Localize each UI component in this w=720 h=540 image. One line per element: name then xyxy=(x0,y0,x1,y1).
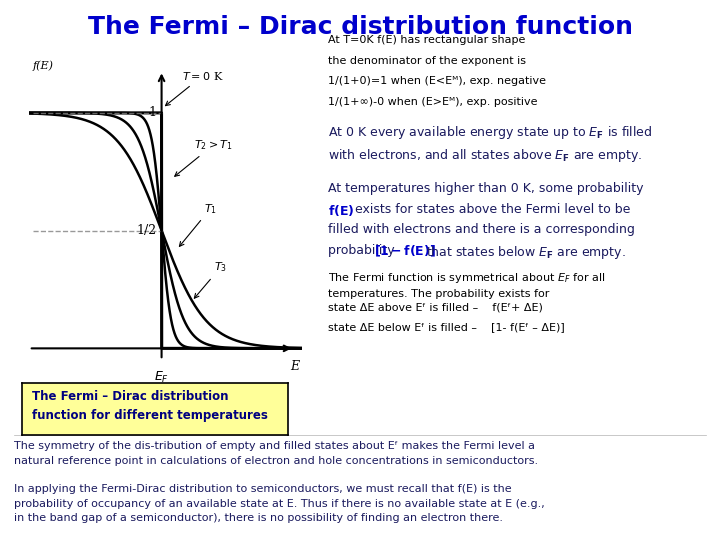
Text: The Fermi function is symmetrical about $\mathit{E}_F$ for all
temperatures. The: The Fermi function is symmetrical about … xyxy=(328,271,605,299)
Text: $T = 0$ K: $T = 0$ K xyxy=(166,70,223,106)
Text: $T_3$: $T_3$ xyxy=(194,261,227,298)
Text: 1/(1+∞)-0 when (E>Eᴹ), exp. positive: 1/(1+∞)-0 when (E>Eᴹ), exp. positive xyxy=(328,97,537,107)
Text: The Fermi – Dirac distribution function: The Fermi – Dirac distribution function xyxy=(88,15,632,39)
Text: $\mathbf{f(E)}$: $\mathbf{f(E)}$ xyxy=(328,202,354,218)
Text: probability: probability xyxy=(328,244,398,256)
Text: filled with electrons and there is a corresponding: filled with electrons and there is a cor… xyxy=(328,223,634,236)
Text: f(E): f(E) xyxy=(33,60,54,71)
Text: E: E xyxy=(289,360,299,373)
Text: state ΔE below Eᶠ is filled –    [1- f(Eᶠ – ΔE)]: state ΔE below Eᶠ is filled – [1- f(Eᶠ –… xyxy=(328,322,564,332)
Text: 1/2: 1/2 xyxy=(137,224,157,237)
Text: $\mathbf{[1 - f(E)]}$: $\mathbf{[1 - f(E)]}$ xyxy=(374,244,436,259)
Text: 1: 1 xyxy=(149,106,157,119)
Text: At 0 K every available energy state up to $\mathbf{\mathit{E}_F}$ is filled
with: At 0 K every available energy state up t… xyxy=(328,124,652,164)
Text: At temperatures higher than 0 K, some probability: At temperatures higher than 0 K, some pr… xyxy=(328,182,643,195)
Text: The symmetry of the dis-tribution of empty and filled states about Eᶠ makes the : The symmetry of the dis-tribution of emp… xyxy=(14,441,539,465)
Text: the denominator of the exponent is: the denominator of the exponent is xyxy=(328,56,526,66)
Text: The Fermi – Dirac distribution
function for different temperatures: The Fermi – Dirac distribution function … xyxy=(32,390,268,422)
Text: At T=0K f(E) has rectangular shape: At T=0K f(E) has rectangular shape xyxy=(328,35,525,45)
Text: state ΔE above Eᶠ is filled –    f(Eᶠ+ ΔE): state ΔE above Eᶠ is filled – f(Eᶠ+ ΔE) xyxy=(328,303,542,313)
Text: exists for states above the Fermi level to be: exists for states above the Fermi level … xyxy=(355,202,630,215)
Text: $T_1$: $T_1$ xyxy=(179,202,217,246)
Text: In applying the Fermi-Dirac distribution to semiconductors, we must recall that : In applying the Fermi-Dirac distribution… xyxy=(14,484,545,523)
Text: that states below $\mathbf{\mathit{E}_F}$ are empty.: that states below $\mathbf{\mathit{E}_F}… xyxy=(426,244,626,260)
Text: 1/(1+0)=1 when (E<Eᴹ), exp. negative: 1/(1+0)=1 when (E<Eᴹ), exp. negative xyxy=(328,76,546,86)
Text: $T_2 > T_1$: $T_2 > T_1$ xyxy=(175,138,233,176)
Text: $E_F$: $E_F$ xyxy=(154,369,169,384)
